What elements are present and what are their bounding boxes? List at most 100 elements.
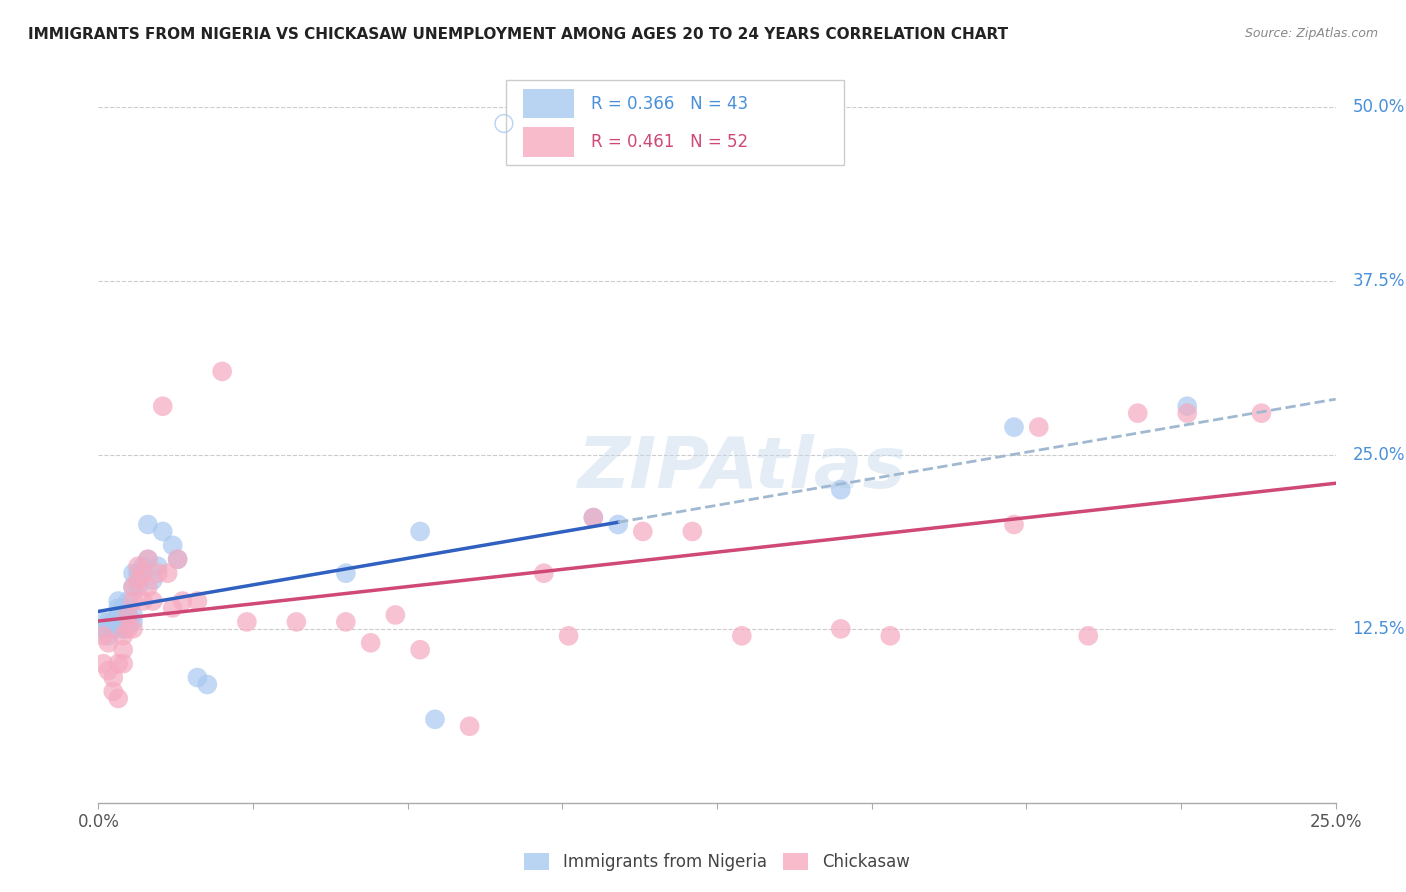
Point — [156, 566, 179, 581]
Point — [1028, 420, 1050, 434]
Point — [1175, 406, 1198, 420]
Point — [146, 559, 169, 574]
Point — [557, 629, 579, 643]
Point — [162, 601, 184, 615]
Point — [127, 566, 149, 581]
Text: R = 0.461   N = 52: R = 0.461 N = 52 — [591, 133, 748, 151]
Text: Source: ZipAtlas.com: Source: ZipAtlas.com — [1244, 27, 1378, 40]
Point — [607, 517, 630, 532]
Point — [112, 622, 135, 636]
Point — [117, 607, 139, 622]
Legend: Immigrants from Nigeria, Chickasaw: Immigrants from Nigeria, Chickasaw — [517, 847, 917, 878]
Point — [409, 642, 432, 657]
Point — [166, 552, 188, 566]
Point — [186, 671, 208, 685]
Point — [1250, 406, 1272, 420]
Point — [731, 629, 754, 643]
Point — [112, 601, 135, 615]
Point — [162, 538, 184, 552]
Point — [107, 657, 129, 671]
Point — [236, 615, 259, 629]
Point — [122, 594, 145, 608]
Point — [112, 629, 135, 643]
Point — [335, 566, 357, 581]
Point — [136, 517, 159, 532]
Text: R = 0.366   N = 43: R = 0.366 N = 43 — [591, 95, 748, 112]
Point — [97, 615, 120, 629]
Point — [1077, 629, 1099, 643]
Point — [879, 629, 901, 643]
Point — [1175, 399, 1198, 413]
Point — [93, 622, 115, 636]
Text: IMMIGRANTS FROM NIGERIA VS CHICKASAW UNEMPLOYMENT AMONG AGES 20 TO 24 YEARS CORR: IMMIGRANTS FROM NIGERIA VS CHICKASAW UNE… — [28, 27, 1008, 42]
Point — [112, 622, 135, 636]
Point — [127, 559, 149, 574]
Text: 37.5%: 37.5% — [1353, 272, 1405, 290]
Point — [582, 510, 605, 524]
Point — [132, 566, 155, 581]
Point — [146, 566, 169, 581]
Point — [1002, 517, 1025, 532]
Point — [211, 364, 233, 378]
Point — [360, 636, 382, 650]
Point — [117, 622, 139, 636]
Text: 50.0%: 50.0% — [1353, 98, 1405, 116]
Point — [97, 664, 120, 678]
Point — [132, 559, 155, 574]
FancyBboxPatch shape — [506, 80, 844, 165]
Point — [112, 615, 135, 629]
Point — [117, 601, 139, 615]
Point — [533, 566, 555, 581]
Point — [458, 719, 481, 733]
Point — [423, 712, 446, 726]
Point — [93, 629, 115, 643]
Point — [103, 615, 125, 629]
Point — [93, 615, 115, 629]
Point — [117, 594, 139, 608]
Point — [136, 580, 159, 594]
Point — [122, 566, 145, 581]
Point — [681, 524, 703, 539]
Point — [132, 594, 155, 608]
Point — [122, 607, 145, 622]
Point — [152, 524, 174, 539]
Point — [136, 552, 159, 566]
Point — [631, 524, 654, 539]
Point — [122, 622, 145, 636]
Point — [132, 566, 155, 581]
Point — [107, 594, 129, 608]
Point — [107, 607, 129, 622]
Point — [142, 594, 165, 608]
Point — [93, 657, 115, 671]
Point — [1126, 406, 1149, 420]
Point — [103, 671, 125, 685]
Point — [335, 615, 357, 629]
Bar — [523, 89, 574, 119]
Point — [1002, 420, 1025, 434]
Bar — [523, 127, 574, 157]
Point — [107, 617, 129, 632]
Point — [152, 399, 174, 413]
Point — [384, 607, 406, 622]
Point — [582, 510, 605, 524]
Point — [107, 691, 129, 706]
Point — [142, 573, 165, 587]
Point — [172, 594, 194, 608]
Point — [136, 552, 159, 566]
Point — [122, 580, 145, 594]
Text: ZIPAtlas: ZIPAtlas — [578, 434, 905, 503]
Point — [112, 657, 135, 671]
Point — [103, 622, 125, 636]
Point — [409, 524, 432, 539]
Text: 12.5%: 12.5% — [1353, 620, 1405, 638]
Point — [195, 677, 218, 691]
Point — [122, 580, 145, 594]
Point — [122, 615, 145, 629]
Point — [112, 642, 135, 657]
Point — [103, 684, 125, 698]
Point — [127, 580, 149, 594]
Point — [127, 573, 149, 587]
Point — [166, 552, 188, 566]
Point — [285, 615, 308, 629]
Point — [186, 594, 208, 608]
